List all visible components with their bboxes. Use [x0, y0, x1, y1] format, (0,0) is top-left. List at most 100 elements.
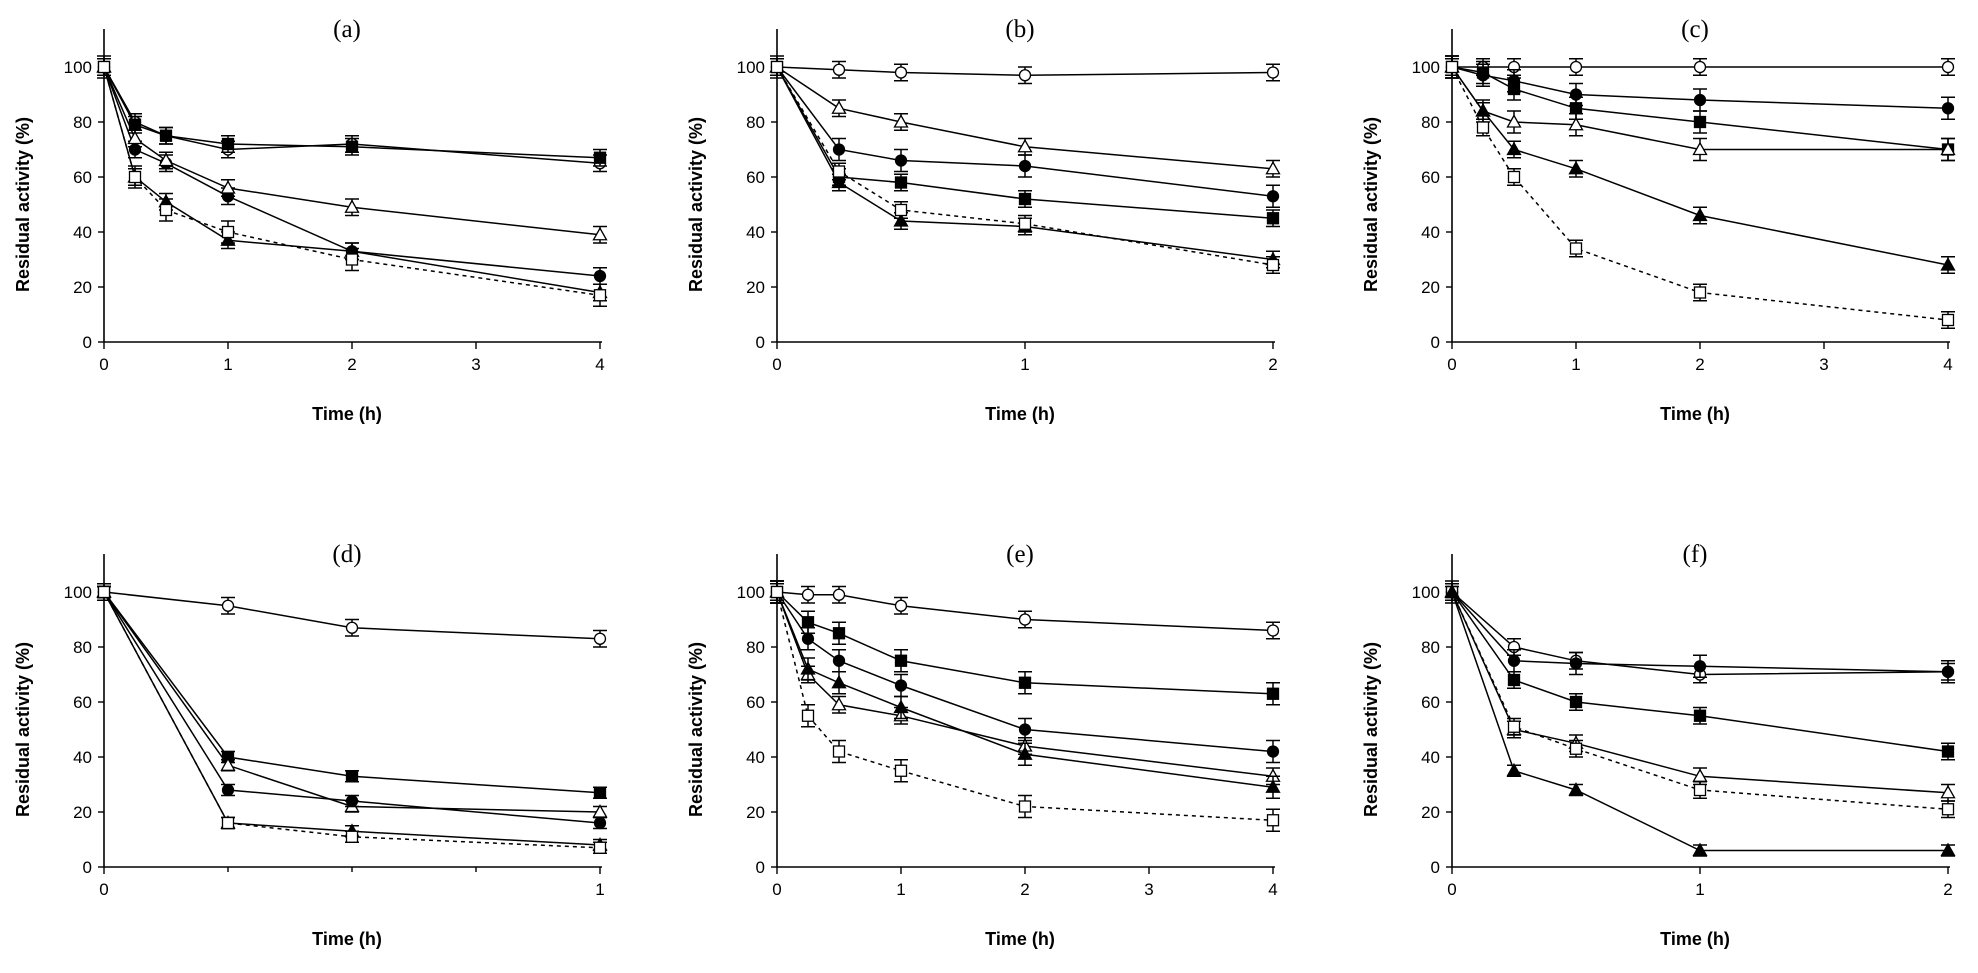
x-tick-label: 2: [347, 355, 356, 374]
x-tick-label: 2: [1268, 355, 1277, 374]
data-point-open-circle: [1941, 60, 1955, 74]
y-tick-label: 60: [746, 168, 765, 187]
y-tick-label: 40: [1421, 223, 1440, 242]
data-point-filled-square: [593, 151, 607, 164]
data-point-filled-square: [1693, 709, 1707, 722]
data-point-open-circle: [832, 63, 846, 76]
y-tick-label: 100: [737, 58, 765, 77]
data-point-open-circle: [894, 66, 908, 79]
series-open-triangle: [1444, 583, 1956, 802]
data-point-open-square: [1018, 800, 1032, 813]
x-axis-label: Time (h): [985, 929, 1055, 949]
series-filled-circle: [770, 55, 1280, 208]
data-point-filled-square: [345, 140, 359, 153]
data-point-open-square: [1569, 742, 1583, 755]
data-point-filled-triangle: [831, 674, 847, 689]
y-axis-label: Residual activity (%): [13, 117, 33, 292]
y-tick-label: 40: [73, 748, 92, 767]
data-point-open-circle: [1569, 60, 1583, 74]
data-point-filled-triangle: [1940, 842, 1956, 857]
series-open-circle: [1445, 58, 1955, 76]
y-tick-label: 40: [746, 223, 765, 242]
data-point-open-square: [1476, 121, 1490, 134]
data-point-open-square: [770, 60, 784, 74]
data-point-open-square: [1266, 258, 1280, 272]
data-point-open-square: [221, 816, 235, 830]
data-point-open-triangle: [220, 757, 236, 771]
data-point-filled-circle: [221, 783, 235, 797]
x-tick-label: 4: [1943, 355, 1952, 374]
data-point-open-square: [593, 841, 607, 854]
y-tick-label: 20: [73, 278, 92, 297]
y-tick-label: 100: [64, 58, 92, 77]
y-tick-label: 100: [64, 583, 92, 602]
data-point-open-circle: [1266, 624, 1280, 637]
data-point-filled-square: [1266, 212, 1280, 225]
data-point-open-triangle: [831, 100, 847, 114]
data-point-filled-circle: [1018, 723, 1032, 736]
y-tick-label: 60: [73, 693, 92, 712]
y-tick-label: 0: [756, 333, 765, 352]
data-point-filled-square: [1941, 745, 1955, 758]
data-point-filled-circle: [1266, 745, 1280, 758]
x-tick-label: 2: [1020, 880, 1029, 899]
x-tick-label: 2: [1943, 880, 1952, 899]
y-tick-label: 100: [737, 583, 765, 602]
x-tick-label: 0: [772, 355, 781, 374]
data-point-filled-circle: [1693, 93, 1707, 107]
data-point-filled-square: [159, 129, 173, 142]
y-tick-label: 60: [746, 693, 765, 712]
data-point-open-square: [832, 165, 846, 178]
y-tick-label: 40: [746, 748, 765, 767]
data-point-filled-square: [894, 654, 908, 667]
data-point-filled-triangle: [1940, 257, 1956, 271]
data-point-filled-square: [1569, 695, 1583, 709]
y-tick-label: 0: [1431, 858, 1440, 877]
data-point-open-circle: [1018, 613, 1032, 626]
data-point-open-triangle: [1940, 141, 1956, 156]
data-point-open-square: [1507, 170, 1521, 184]
y-tick-label: 20: [1421, 803, 1440, 822]
data-point-open-square: [97, 60, 111, 74]
data-point-open-triangle: [220, 180, 236, 194]
data-point-open-square: [1569, 242, 1583, 255]
x-tick-label: 4: [1268, 880, 1277, 899]
x-tick-label: 1: [1571, 355, 1580, 374]
data-point-open-square: [221, 225, 235, 239]
y-tick-label: 80: [1421, 113, 1440, 132]
series-line: [776, 591, 1274, 822]
x-tick-label: 4: [595, 355, 604, 374]
series-line: [1451, 591, 1949, 811]
y-tick-label: 80: [73, 113, 92, 132]
y-tick-label: 100: [1412, 583, 1440, 602]
data-point-filled-square: [1507, 82, 1521, 96]
series-line: [103, 591, 601, 849]
series-filled-square: [97, 58, 607, 167]
data-point-open-square: [894, 203, 908, 217]
data-point-open-square: [1018, 217, 1032, 230]
data-point-filled-square: [1507, 673, 1521, 687]
data-point-filled-circle: [593, 269, 607, 283]
series-open-square: [1445, 583, 1955, 819]
y-tick-label: 40: [73, 223, 92, 242]
data-point-open-square: [1693, 286, 1707, 299]
data-point-filled-circle: [1507, 654, 1521, 667]
data-point-open-triangle: [1017, 138, 1033, 153]
data-point-open-square: [832, 745, 846, 758]
series-open-circle: [770, 583, 1280, 640]
y-axis-label: Residual activity (%): [686, 642, 706, 817]
series-line: [103, 66, 601, 236]
y-tick-label: 20: [1421, 278, 1440, 297]
data-point-filled-triangle: [800, 661, 816, 675]
data-point-filled-triangle: [1568, 782, 1584, 796]
panel-c: 0 20 40 60 80 100 0 1 2 3 4 (c) Time (h) Residual act…: [1361, 16, 1956, 424]
x-axis-label: Time (h): [312, 404, 382, 424]
series-line: [103, 591, 601, 794]
x-tick-label: 2: [1695, 355, 1704, 374]
data-point-open-triangle: [1506, 114, 1522, 128]
x-tick-label: 0: [99, 880, 108, 899]
panel-b: 0 20 40 60 80 100 0 1 2 (b) Time (h) Residual activ…: [686, 16, 1281, 424]
data-point-filled-triangle: [1475, 103, 1491, 117]
data-point-filled-circle: [832, 143, 846, 156]
